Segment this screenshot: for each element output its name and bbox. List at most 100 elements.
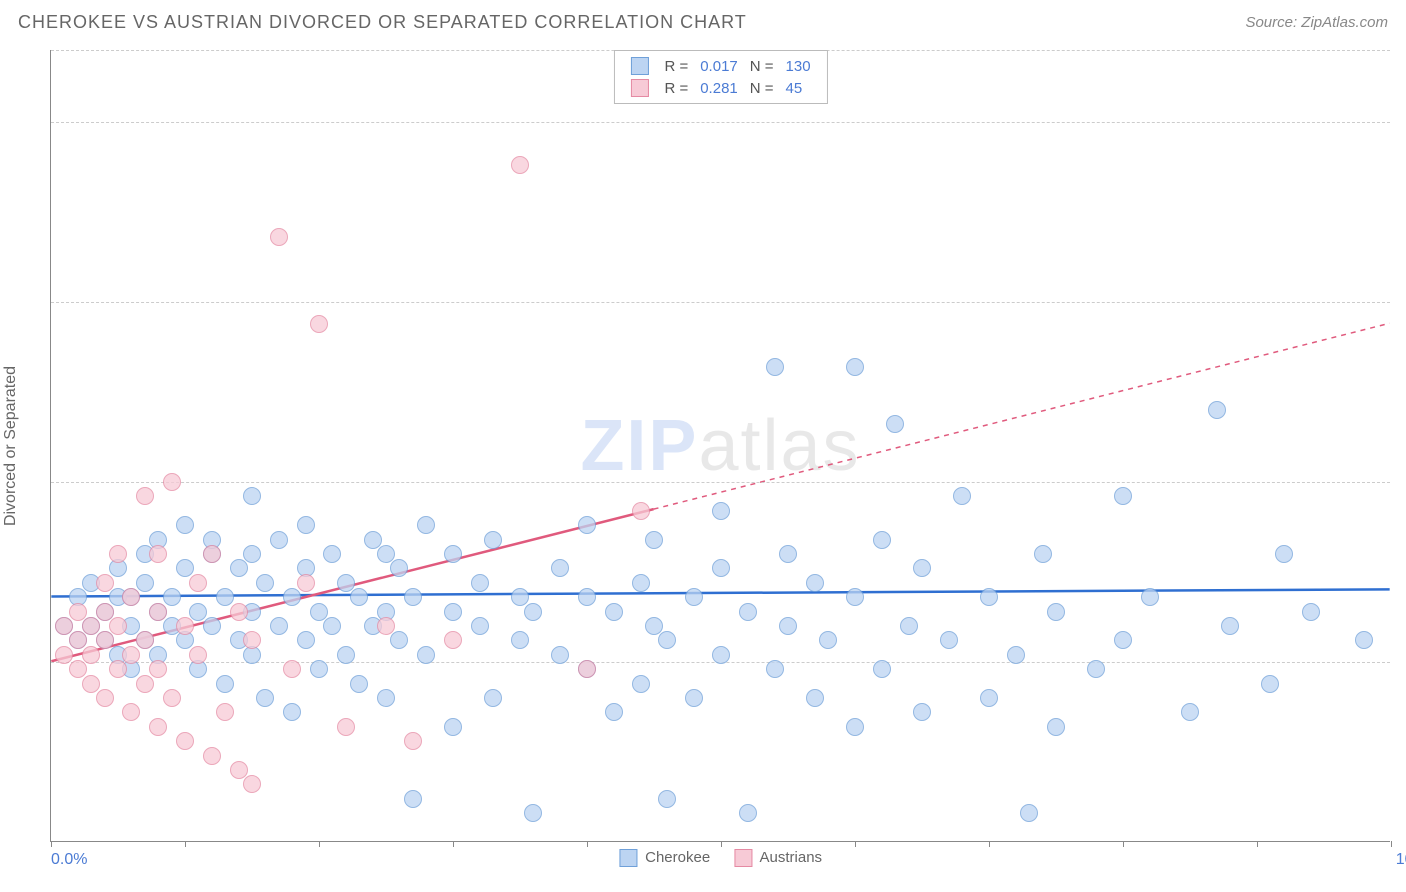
scatter-point [69,631,87,649]
x-tick [51,841,52,847]
scatter-point [310,660,328,678]
scatter-point [1302,603,1320,621]
scatter-point [163,588,181,606]
scatter-point [189,646,207,664]
scatter-point [149,545,167,563]
scatter-point [685,588,703,606]
scatter-point [390,631,408,649]
y-axis-label: Divorced or Separated [2,365,20,525]
scatter-point [82,675,100,693]
scatter-point [578,516,596,534]
scatter-point [846,718,864,736]
scatter-point [484,531,502,549]
scatter-point [953,487,971,505]
scatter-point [96,689,114,707]
scatter-point [471,574,489,592]
scatter-point [766,660,784,678]
watermark-atlas: atlas [698,406,860,486]
scatter-point [122,703,140,721]
scatter-point [283,588,301,606]
header: CHEROKEE VS AUSTRIAN DIVORCED OR SEPARAT… [0,0,1406,41]
scatter-point [163,689,181,707]
scatter-point [484,689,502,707]
scatter-point [632,574,650,592]
scatter-point [96,631,114,649]
scatter-point [216,588,234,606]
scatter-point [806,574,824,592]
scatter-point [739,804,757,822]
scatter-point [658,790,676,808]
scatter-point [712,646,730,664]
trend-lines-svg [51,50,1390,841]
scatter-point [337,646,355,664]
scatter-point [1181,703,1199,721]
legend-stats-table: R = 0.017 N = 130 R = 0.281 N = 45 [624,55,816,99]
scatter-point [1275,545,1293,563]
scatter-point [256,574,274,592]
legend-swatch [630,57,648,75]
y-tick-label: 37.5% [1394,293,1406,311]
scatter-point [471,617,489,635]
watermark: ZIPatlas [580,405,860,487]
scatter-point [136,574,154,592]
scatter-point [230,559,248,577]
scatter-point [444,718,462,736]
scatter-point [1114,631,1132,649]
scatter-point [1007,646,1025,664]
r-value: 0.281 [694,77,744,99]
scatter-point [109,545,127,563]
scatter-point [297,516,315,534]
scatter-point [444,631,462,649]
n-label: N = [744,77,780,99]
scatter-point [819,631,837,649]
scatter-point [658,631,676,649]
scatter-point [243,775,261,793]
scatter-point [404,732,422,750]
scatter-point [256,689,274,707]
legend-label: Cherokee [645,849,710,866]
scatter-point [189,603,207,621]
scatter-point [109,660,127,678]
legend-stats-row: R = 0.281 N = 45 [624,77,816,99]
scatter-point [846,358,864,376]
gridline [51,302,1390,303]
scatter-point [203,545,221,563]
scatter-point [176,516,194,534]
scatter-point [632,675,650,693]
scatter-point [645,617,663,635]
r-label: R = [658,77,694,99]
trend-line [51,589,1389,596]
scatter-point [913,703,931,721]
scatter-point [1141,588,1159,606]
r-value: 0.017 [694,55,744,77]
x-tick [453,841,454,847]
scatter-point [323,545,341,563]
scatter-point [176,559,194,577]
scatter-point [1355,631,1373,649]
n-label: N = [744,55,780,77]
scatter-point [404,790,422,808]
gridline [51,122,1390,123]
scatter-point [283,660,301,678]
scatter-point [243,487,261,505]
scatter-point [1047,603,1065,621]
y-tick-label: 50.0% [1394,113,1406,131]
gridline [51,482,1390,483]
scatter-point [1208,401,1226,419]
scatter-point [511,588,529,606]
scatter-point [1047,718,1065,736]
scatter-point [350,588,368,606]
scatter-point [739,603,757,621]
legend-swatch [734,849,752,867]
scatter-point [913,559,931,577]
x-tick [855,841,856,847]
scatter-point [82,646,100,664]
scatter-point [310,315,328,333]
scatter-point [270,228,288,246]
y-tick-label: 25.0% [1394,473,1406,491]
scatter-point [980,588,998,606]
scatter-point [176,732,194,750]
scatter-point [82,617,100,635]
scatter-point [900,617,918,635]
x-tick [185,841,186,847]
